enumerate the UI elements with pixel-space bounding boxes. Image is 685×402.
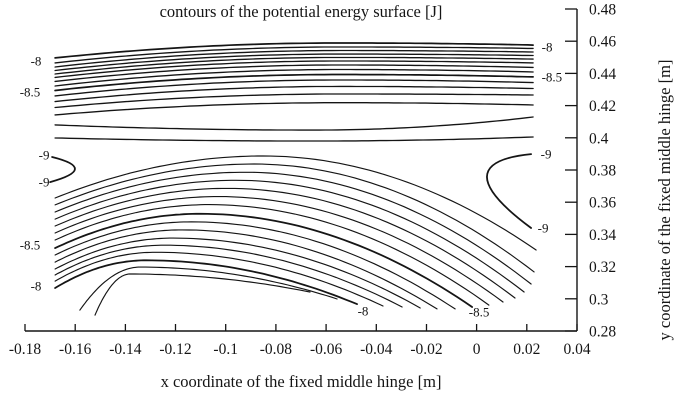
contour-line: [54, 196, 504, 303]
x-tick-label: -0.16: [59, 341, 92, 358]
contour-level-label: -9: [541, 147, 552, 162]
y-tick-label: 0.38: [589, 163, 616, 180]
y-axis-title: y coordinate of the fixed middle hinge […: [655, 60, 674, 341]
contour-line: [54, 93, 534, 109]
contour-lines-group: [49, 42, 537, 316]
contour-line: [54, 229, 438, 310]
contour-line: [54, 79, 534, 97]
x-tick-label: -0.14: [109, 341, 142, 358]
x-tick-label: 0.04: [563, 341, 590, 358]
contour-line: [54, 116, 534, 131]
contour-level-label: -8.5: [20, 238, 41, 253]
contour-line: [54, 102, 534, 116]
contour-line: [94, 273, 311, 316]
x-tick-label: 0: [473, 341, 481, 358]
contour-labels-group: -8 -8.5 -9 -9 -8.5 -8 -8 -8.5 -9 -9 -8 -8.5: [20, 40, 562, 320]
contour-line: [54, 49, 534, 68]
contour-line: [79, 266, 338, 311]
contour-level-label: -9: [538, 221, 549, 236]
contour-line: [54, 60, 534, 79]
x-tick-label: -0.08: [260, 341, 293, 358]
contour-line: [54, 73, 534, 92]
x-tick-label: -0.06: [310, 341, 343, 358]
contour-level-label: -8.5: [469, 305, 490, 320]
minimum-pocket-contour: [486, 153, 532, 229]
contour-level-label: -8.5: [20, 85, 41, 100]
y-tick-label: 0.48: [589, 2, 616, 19]
contour-line: [54, 42, 534, 59]
y-tick-label: 0.32: [589, 259, 616, 276]
y-tick-label: 0.36: [589, 195, 616, 212]
contour-line: [54, 64, 534, 83]
contour-level-label: -8.5: [542, 69, 563, 84]
x-tick-label: -0.18: [9, 341, 42, 358]
contour-line: [54, 237, 421, 309]
contour-line: [54, 85, 534, 103]
contour-line: [54, 53, 534, 72]
x-tick-label: -0.04: [360, 341, 393, 358]
y-tick-label: 0.44: [589, 66, 616, 83]
contour-line: [54, 56, 534, 75]
contour-level-label: -8: [542, 40, 553, 55]
contour-level-label: -9: [39, 175, 50, 190]
contour-level-label: -8: [31, 54, 42, 69]
contour-line: [54, 163, 535, 273]
chart-title: contours of the potential energy surface…: [160, 2, 443, 21]
y-tick-label: 0.4: [589, 130, 609, 147]
contour-line: [54, 204, 490, 306]
contour-line: [54, 244, 403, 308]
contour-line: [54, 221, 456, 310]
y-tick-label: 0.28: [589, 324, 616, 341]
y-tick-label: 0.3: [589, 291, 609, 308]
contour-level-label: -8: [358, 304, 369, 319]
contour-line: [54, 171, 532, 285]
x-tick-label: 0.02: [513, 341, 540, 358]
contour-line: [54, 68, 534, 87]
x-tick-label: -0.12: [159, 341, 191, 358]
y-tick-label: 0.34: [589, 227, 616, 244]
contour-line: [54, 46, 534, 64]
contour-line: [54, 212, 473, 308]
contour-line: [54, 251, 384, 307]
contour-line: [54, 259, 358, 305]
axes-group: -0.18 -0.16 -0.14 -0.12 -0.1 -0.08 -0.06 -0.04-…: [9, 2, 617, 359]
contour-level-label: -8: [31, 278, 42, 293]
y-tick-label: 0.46: [589, 34, 616, 51]
y-tick-label: 0.42: [589, 98, 616, 115]
contour-line: [54, 187, 516, 299]
x-tick-label: -0.02: [410, 341, 442, 358]
x-tick-label: -0.1: [213, 341, 238, 358]
minimum-pocket-contour: [49, 156, 76, 183]
contour-line: [54, 179, 525, 293]
contour-level-label: -9: [39, 148, 50, 163]
x-axis-title: x coordinate of the fixed middle hinge […: [161, 372, 442, 391]
contour-line: [54, 136, 534, 142]
contour-line: [54, 155, 537, 251]
